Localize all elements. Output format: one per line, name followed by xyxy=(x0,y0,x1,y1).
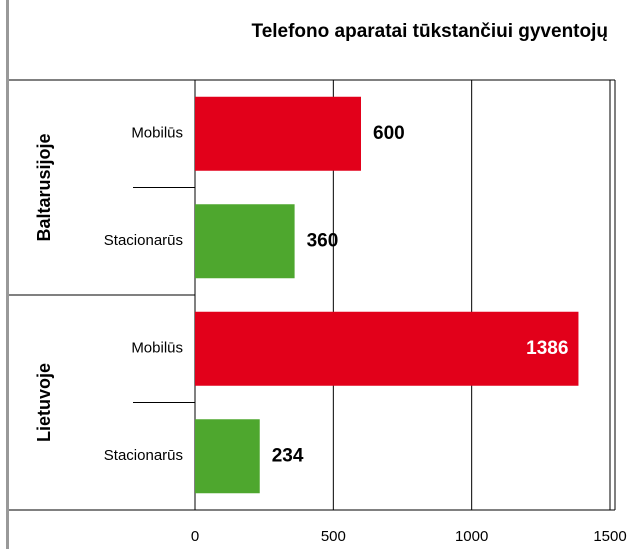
value-label: 1386 xyxy=(526,338,568,359)
left-border xyxy=(6,0,9,549)
y-tick-label: Stacionarūs xyxy=(104,232,183,249)
group-label: Lietuvoje xyxy=(34,363,54,442)
bar xyxy=(195,204,295,279)
y-tick-label: Mobilūs xyxy=(131,340,183,357)
value-label: 234 xyxy=(272,445,304,466)
bar xyxy=(195,311,579,386)
value-label: 600 xyxy=(373,123,405,144)
x-tick-label: 1500 xyxy=(593,528,626,545)
chart-title: Telefono aparatai tūkstančiui gyventojų xyxy=(252,21,609,42)
group-label: Baltarusijoje xyxy=(34,133,54,241)
x-tick-label: 0 xyxy=(191,528,199,545)
y-tick-label: Mobilūs xyxy=(131,125,183,142)
x-tick-label: 1000 xyxy=(455,528,488,545)
bar xyxy=(195,96,361,171)
y-tick-label: Stacionarūs xyxy=(104,447,183,464)
bar xyxy=(195,419,260,494)
value-label: 360 xyxy=(307,230,339,251)
x-tick-label: 500 xyxy=(321,528,346,545)
